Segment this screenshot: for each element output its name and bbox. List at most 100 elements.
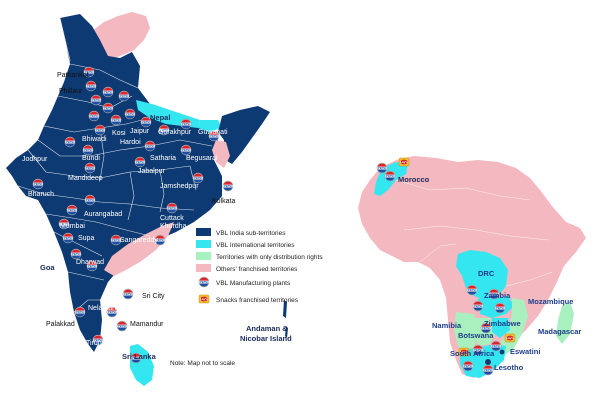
plant-marker [84,194,96,206]
label-drc: DRC [478,269,495,278]
label-namibia: Namibia [432,321,462,330]
label-andaman: Andaman & [246,324,288,333]
plant-marker [466,284,478,296]
plant-marker [472,300,484,312]
label-nelamangala: Nelamangala [88,305,129,312]
plant-marker [118,90,130,102]
plant-marker [102,86,114,98]
legend-label-plant: VBL Manufacturing plants [216,280,291,287]
label-zimbabwe: Zimbabwe [484,319,521,328]
snack-marker [398,157,410,167]
plant-marker [116,320,128,332]
label-bhiwadi: Bhiwadi [82,136,107,143]
label-mamandur: Mamandur [130,321,164,328]
label-satharia: Satharia [150,155,176,162]
plant-marker [494,302,506,314]
label-guwahati: Guwahati [198,129,228,136]
plant-marker [124,108,136,120]
plant-marker [70,248,82,260]
legend-label-vbl-india: VBL India sub-territories [216,230,286,237]
label-dharwad: Dharwad [76,259,104,266]
label-lesotho: Lesotho [494,363,524,372]
plant-marker [122,288,134,300]
plant-marker [94,124,106,136]
plant-marker [85,80,97,92]
legend: VBL India sub-territories VBL Internatio… [196,228,323,304]
label-hardoi: Hardoi [120,139,141,146]
label-jabalpur: Jabalpur [138,168,166,175]
label-supa: Supa [78,235,94,242]
plant-marker [88,110,100,122]
plant-marker [134,156,146,168]
label-nepal: Nepal [150,113,170,122]
state-boundaries [17,17,213,313]
label-zambia: Zambia [484,291,511,300]
africa-map: Morocco DRC Zambia Mozambique Namibia Zi… [358,156,586,378]
label-goa: Goa [40,263,55,272]
label-phillaur: Phillaur [59,88,83,95]
plant-marker [82,144,94,156]
plant-marker [384,170,396,182]
label-morocco: Morocco [398,175,430,184]
country-boundaries [395,179,553,287]
region-madagascar [556,302,574,344]
label-gorakhpur: Gorakhpur [158,129,192,136]
label-south-africa: South Africa [450,349,495,358]
label-madagascar: Madagascar [538,327,581,336]
region-andaman [283,300,288,338]
label-nicobar: Nicobar Island [240,334,292,343]
label-mumbai: Mumbai [60,223,85,230]
label-sangareddy: Sangareddy [120,237,158,244]
legend-label-snack: Snacks franchised territories [216,297,299,304]
legend-swatch-franchised [196,264,211,272]
legend-swatch-distribution [196,252,211,260]
label-sri-lanka: Sri Lanka [122,352,157,361]
label-aurangabad: Aurangabad [84,211,122,218]
region-lesotho [485,359,491,365]
plant-marker [84,162,96,174]
plant-marker [192,172,204,184]
region-bangladesh [212,140,230,168]
plant-marker [144,140,156,152]
label-bundi: Bundi [82,155,100,162]
region-namibia [454,312,478,356]
plant-marker [64,136,76,148]
label-khurdha: Khurdha [160,223,187,230]
region-eswatini [499,349,505,355]
plant-marker [482,364,494,376]
label-eswatini: Eswatini [510,347,540,356]
plant-marker [462,360,474,372]
plant-marker [110,114,122,126]
label-kolkata: Kolkata [212,198,235,205]
region-northeast [218,106,270,164]
snack-marker [504,333,516,343]
label-jaipur: Jaipur [130,128,150,135]
region-india-vbl [6,14,222,352]
legend-swatch-international [196,240,211,248]
plant-marker [62,232,74,244]
label-cuttack: Cuttack [160,215,184,222]
plant-marker [66,204,78,216]
label-kosi: Kosi [112,130,126,137]
legend-plant-icon [198,276,210,288]
region-ne-cyan [198,120,222,132]
plant-marker [74,306,86,318]
legend-label-franchised: Others' franchised territories [216,266,298,273]
label-botswana: Botswana [458,331,494,340]
plant-marker [376,162,388,174]
label-begusarai: Begusarai [186,155,218,162]
plant-marker [102,102,114,114]
label-sri-city: Sri City [142,293,165,300]
plant-marker [180,144,192,156]
region-sri-lanka [130,344,154,386]
label-palakkad: Palakkad [46,321,75,328]
legend-swatch-vbl-india [196,228,211,236]
label-mozambique: Mozambique [528,297,573,306]
region-east-coast-franchised [104,222,174,276]
legend-label-distribution: Territories with only distribution right… [216,254,323,261]
label-tirunelveli: Tirunelveli [86,340,118,347]
legend-snack-icon [198,294,210,304]
plant-marker [90,94,102,106]
label-jodhpur: Jodhpur [22,156,48,163]
